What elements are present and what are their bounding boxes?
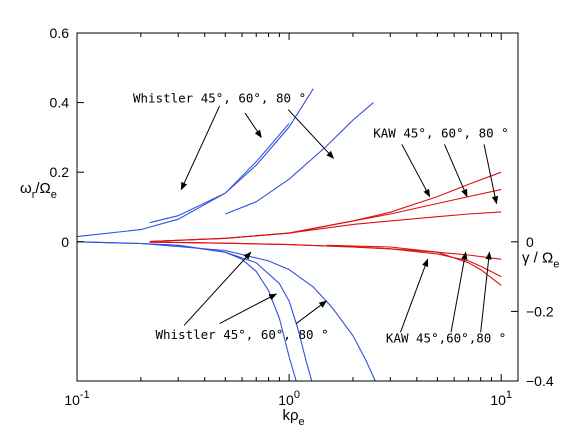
whistler-real-label: Whistler 45°, 60°, 80 °	[133, 91, 306, 106]
axis-labels-layer: kρe ωr/Ωe γ / Ωe	[20, 180, 559, 428]
whistler-imaginary-line-5	[140, 242, 376, 382]
left-axis-label: ωr/Ωe	[20, 180, 57, 201]
x-axis-label: kρe	[283, 407, 305, 428]
whistler-imag-arrow	[183, 251, 252, 326]
whistler-real-arrow	[287, 109, 335, 159]
right-axis-label: γ / Ωe	[522, 250, 559, 271]
right-tick-label: −0.4	[526, 373, 554, 389]
left-tick-label: 0.6	[50, 25, 70, 41]
kaw-real-arrow	[483, 144, 499, 205]
kaw-imag-arrow	[450, 251, 468, 333]
axes-layer: 10-1 100 101 0 0.2 0.4 0.6 0 −0.2 −0.4	[50, 25, 554, 408]
kaw-imaginary-line-11	[326, 244, 502, 286]
kaw-real-arrow	[401, 144, 431, 198]
whistler-imag-arrow	[295, 300, 328, 324]
right-tick-label: 0	[526, 234, 534, 250]
whistler-imaginary-line-4	[76, 241, 313, 382]
x-tick-label: 10-1	[64, 389, 89, 408]
kaw-imag-arrow	[480, 251, 492, 333]
whistler-real-arrow	[180, 105, 221, 191]
annotations-layer: Whistler 45°, 60°, 80 ° KAW 45°, 60°, 80 …	[133, 91, 509, 346]
kaw-real-arrow	[443, 144, 468, 198]
whistler-real-line-0	[76, 123, 290, 238]
whistler-imag-label: Whistler 45°, 60°, 80 °	[156, 327, 329, 342]
left-tick-label: 0.2	[50, 164, 70, 180]
right-tick-label: −0.2	[526, 303, 554, 319]
left-tick-label: 0.4	[50, 95, 70, 111]
axes-frame	[76, 32, 519, 382]
kaw-imag-arrow	[399, 258, 429, 333]
whistler-real-arrow	[244, 112, 262, 139]
x-tick-label: 101	[490, 389, 512, 408]
left-tick-label: 0	[61, 234, 69, 250]
whistler-imag-arrow	[219, 293, 277, 325]
x-tick-label: 100	[278, 389, 300, 408]
kaw-real-label: KAW 45°, 60°, 80 °	[373, 125, 508, 140]
kaw-real-line-8	[149, 211, 502, 243]
kaw-imag-label: KAW 45°,60°,80 °	[386, 331, 506, 346]
whistler-real-line-2	[225, 102, 374, 215]
kaw-imaginary-line-10	[149, 241, 502, 278]
whistler-real-line-1	[149, 88, 314, 224]
